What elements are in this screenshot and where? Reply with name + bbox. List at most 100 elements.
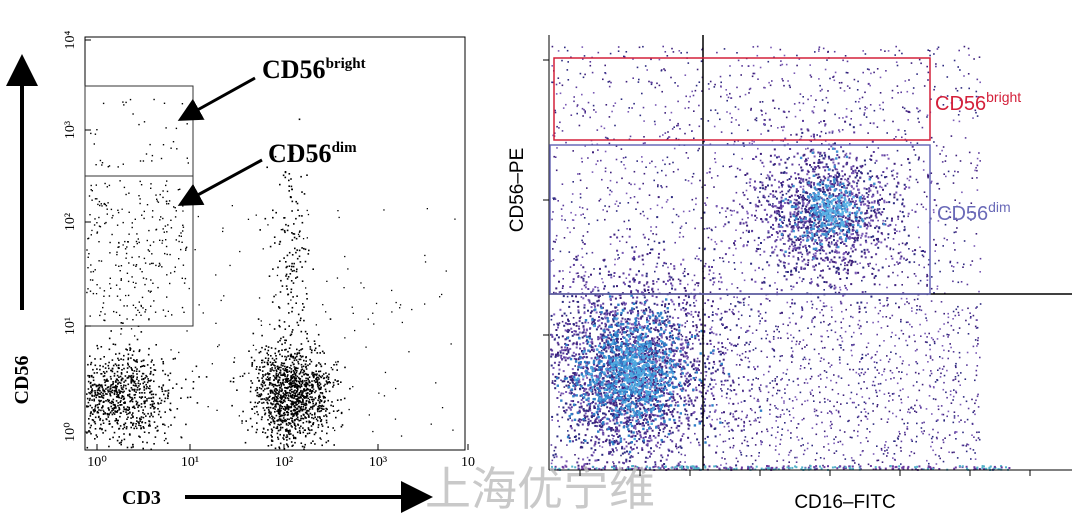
event-dot [824,435,826,438]
event-dot [614,203,617,205]
event-dot [269,423,271,426]
event-dot [261,402,263,404]
event-dot [583,217,586,219]
event-dot [850,349,853,352]
event-dot [686,413,689,416]
event-dot [285,387,288,389]
event-dot [975,95,978,98]
event-dot [96,368,98,370]
event-dot [295,418,298,420]
event-dot [320,376,323,379]
event-dot [744,297,746,300]
event-dot [277,397,279,400]
event-dot [873,276,876,278]
event-dot [144,377,146,379]
event-dot [923,85,926,87]
event-dot [231,404,233,407]
event-dot [873,71,875,74]
event-dot [180,387,183,389]
event-dot [567,328,569,331]
event-dot [979,160,981,162]
event-dot [297,209,299,211]
event-dot [295,200,297,203]
event-dot [144,405,146,408]
event-dot [269,377,271,379]
event-dot [135,240,138,243]
event-dot [550,260,552,262]
event-dot [900,440,903,443]
event-dot [311,386,313,389]
event-dot [756,217,758,219]
event-dot [138,301,140,303]
event-dot [731,349,733,352]
event-dot [838,130,841,133]
event-dot [916,298,919,300]
event-dot [138,392,141,394]
event-dot [899,409,901,412]
event-dot [975,399,977,402]
event-dot [942,460,945,463]
event-dot [277,436,279,439]
event-dot [301,379,304,382]
event-dot [92,292,95,295]
event-dot [148,423,151,426]
event-dot [625,277,628,279]
event-dot [566,348,568,351]
event-dot [301,215,303,217]
event-dot [645,166,647,168]
event-dot [113,310,115,313]
event-dot [123,186,126,189]
event-dot [751,332,754,334]
event-dot [818,78,820,80]
event-dot [367,318,369,320]
event-dot [567,430,569,432]
event-dot [812,395,814,397]
event-dot [152,262,154,265]
event-dot [688,312,690,315]
event-dot [917,158,920,161]
event-dot [106,208,108,210]
event-dot [906,373,908,376]
event-dot [126,349,128,351]
event-dot [140,304,142,307]
event-dot [333,364,335,366]
event-dot [275,389,278,391]
event-dot [788,461,790,463]
event-dot [172,387,174,389]
event-dot [136,401,139,404]
event-dot [153,380,155,383]
event-dot [274,390,276,393]
event-dot [91,388,93,390]
event-dot [769,444,771,447]
event-dot [144,422,147,424]
event-dot [98,387,101,389]
event-dot [292,402,294,405]
event-dot [113,393,116,396]
event-dot [831,285,833,288]
event-dot [260,393,262,395]
event-dot [930,300,933,302]
event-dot [108,295,111,297]
event-dot [298,378,301,380]
event-dot [133,427,135,430]
event-dot [659,443,662,446]
event-dot [604,218,606,221]
event-dot [746,210,748,213]
event-dot [706,197,709,199]
event-dot [687,283,689,286]
event-dot [132,376,134,379]
event-dot [120,322,123,324]
event-dot [291,265,293,268]
event-dot [895,352,897,355]
event-dot [849,143,851,145]
event-dot [707,120,710,122]
event-dot [650,83,653,86]
event-dot [297,324,300,326]
event-dot [716,445,718,448]
event-dot [270,411,272,414]
event-dot [774,210,776,213]
event-dot [109,385,112,387]
event-dot [91,395,94,397]
event-dot [942,388,945,391]
event-dot [162,190,164,192]
